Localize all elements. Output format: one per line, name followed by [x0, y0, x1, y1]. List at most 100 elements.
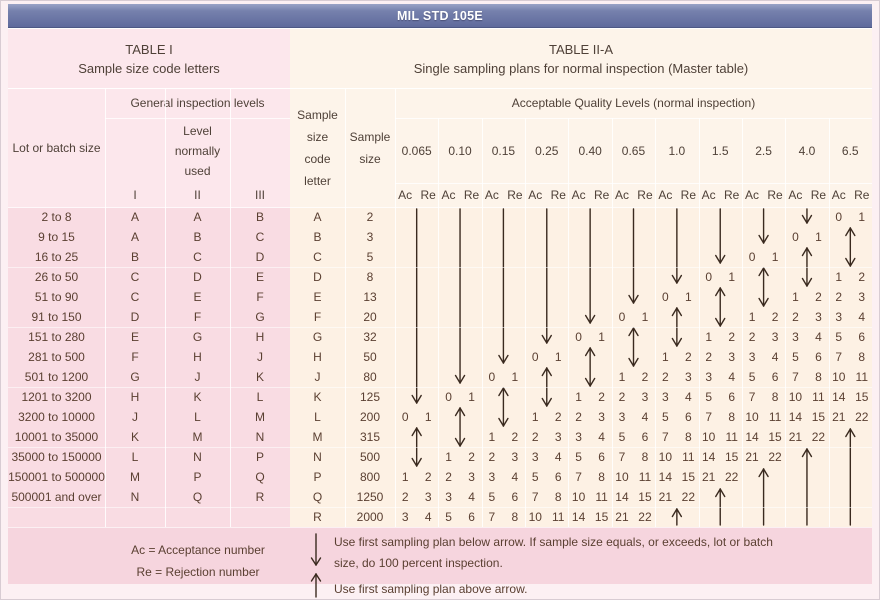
lot-range-cell: 150001 to 500000 [8, 467, 105, 487]
ac-value: 7 [575, 470, 582, 484]
re-value: 15 [855, 390, 869, 404]
lot-range-cell: 35000 to 150000 [8, 447, 105, 467]
ac-re-cell [481, 407, 526, 427]
re-value: 3 [424, 490, 432, 504]
lot-range-cell: 151 to 280 [8, 327, 105, 347]
re-value: 6 [554, 470, 562, 484]
ac-value: 7 [618, 450, 626, 464]
grid-line [230, 88, 231, 527]
code-header-line: code [304, 151, 331, 166]
ac-re-cell [525, 247, 569, 267]
lnu-line: Level [183, 123, 212, 138]
re-value: 2 [598, 390, 605, 404]
inspection-level-cell: G [165, 327, 230, 347]
re-value: 6 [641, 430, 649, 444]
inspection-level-cell: D [230, 247, 290, 267]
table-row: 501 to 1200 G J K J 80 0 1 1 2 2 3 3 4 5 6 7 8 10 11 [8, 367, 872, 387]
ac-value: 0 [401, 410, 409, 424]
code-letter-cell: C [290, 247, 345, 267]
ac-re-cell [698, 487, 742, 507]
re-label: Re [637, 188, 653, 202]
grid-line [395, 183, 872, 184]
ac-value: 10 [528, 510, 542, 524]
ac-value: 2 [445, 470, 452, 484]
re-value: 2 [641, 370, 649, 384]
inspection-level-cell: L [230, 387, 290, 407]
ac-re-header-row: Ac Re Ac Re Ac Re Ac Re Ac Re Ac Re Ac Re Ac Re Ac Re Ac Re… [395, 183, 872, 207]
grid-line [612, 118, 613, 527]
table-row: 35000 to 150000 L N P N 500 1 2 2 3 3 4 5 6 7 8 10 11 14 15… [8, 447, 872, 467]
ac-value: 0 [661, 290, 669, 304]
ac-value: 7 [705, 410, 713, 424]
lot-range-cell: 2 to 8 [8, 207, 105, 227]
re-value: 3 [641, 390, 649, 404]
ac-re-cell [611, 227, 656, 247]
ac-re-column-header: Ac Re [482, 183, 525, 207]
inspection-level-cell: P [165, 467, 230, 487]
ac-value: 5 [618, 430, 626, 444]
aql-column-header: 0.065 [401, 143, 432, 158]
below-arrow-note-line1: Use first sampling plan below arrow. If … [334, 535, 773, 549]
ac-re-cell [481, 267, 526, 287]
re-value: 4 [598, 430, 605, 444]
code-header-line: letter [304, 173, 331, 188]
aql-column-header: 0.65 [621, 143, 646, 158]
ac-value: 14 [788, 410, 803, 424]
sample-size-cell: 13 [345, 287, 395, 307]
ac-re-cell: 14 15 [785, 407, 829, 427]
ac-re-cell [698, 287, 742, 307]
ac-re-cell [785, 487, 829, 507]
ac-re-cell [655, 267, 699, 287]
code-letter-cell: Q [290, 487, 345, 507]
ac-value: 21 [702, 470, 716, 484]
sample-size-cell: 5 [345, 247, 395, 267]
ac-re-cell [525, 327, 569, 347]
ac-value: 5 [792, 350, 799, 364]
re-value: 2 [815, 290, 822, 304]
re-value: 8 [554, 490, 562, 504]
sample-size-cell: 315 [345, 427, 395, 447]
ac-value: 10 [788, 390, 803, 404]
ac-value: 3 [618, 410, 626, 424]
ac-value: 5 [705, 390, 713, 404]
ac-value: 3 [705, 370, 713, 384]
ac-re-cell [525, 267, 569, 287]
ac-value: 21 [615, 510, 629, 524]
ac-re-column-header: Ac Re [568, 183, 611, 207]
table-row: 51 to 90 C E F E 13 0 1 1 2 2 3 [8, 287, 872, 307]
code-letter-cell: D [290, 267, 345, 287]
ac-label: Ac [484, 188, 499, 202]
below-arrow-note: Use first sampling plan below arrow. If … [334, 532, 868, 574]
code-letter-cell: R [290, 507, 345, 527]
up-arrow-icon [310, 573, 322, 598]
re-value: 4 [858, 310, 866, 324]
re-value: 2 [684, 350, 692, 364]
re-value: 1 [511, 370, 519, 384]
ac-value: 5 [488, 490, 496, 504]
ac-re-cell: 21 22 [611, 507, 656, 527]
sample-size-cell: 1250 [345, 487, 395, 507]
ac-re-cell [785, 507, 829, 527]
ac-value: 1 [705, 330, 713, 344]
lot-range-cell: 500001 and over [8, 487, 105, 507]
ac-label: Ac [571, 188, 586, 202]
table1-title: TABLE I [125, 41, 173, 57]
inspection-level-cell: N [230, 427, 290, 447]
ac-value: 1 [531, 410, 539, 424]
re-value: 6 [598, 450, 605, 464]
ac-legend: Ac = Acceptance number [131, 543, 265, 557]
ac-re-cell [785, 467, 829, 487]
inspection-level-cell: J [105, 407, 165, 427]
ac-value: 0 [618, 310, 626, 324]
